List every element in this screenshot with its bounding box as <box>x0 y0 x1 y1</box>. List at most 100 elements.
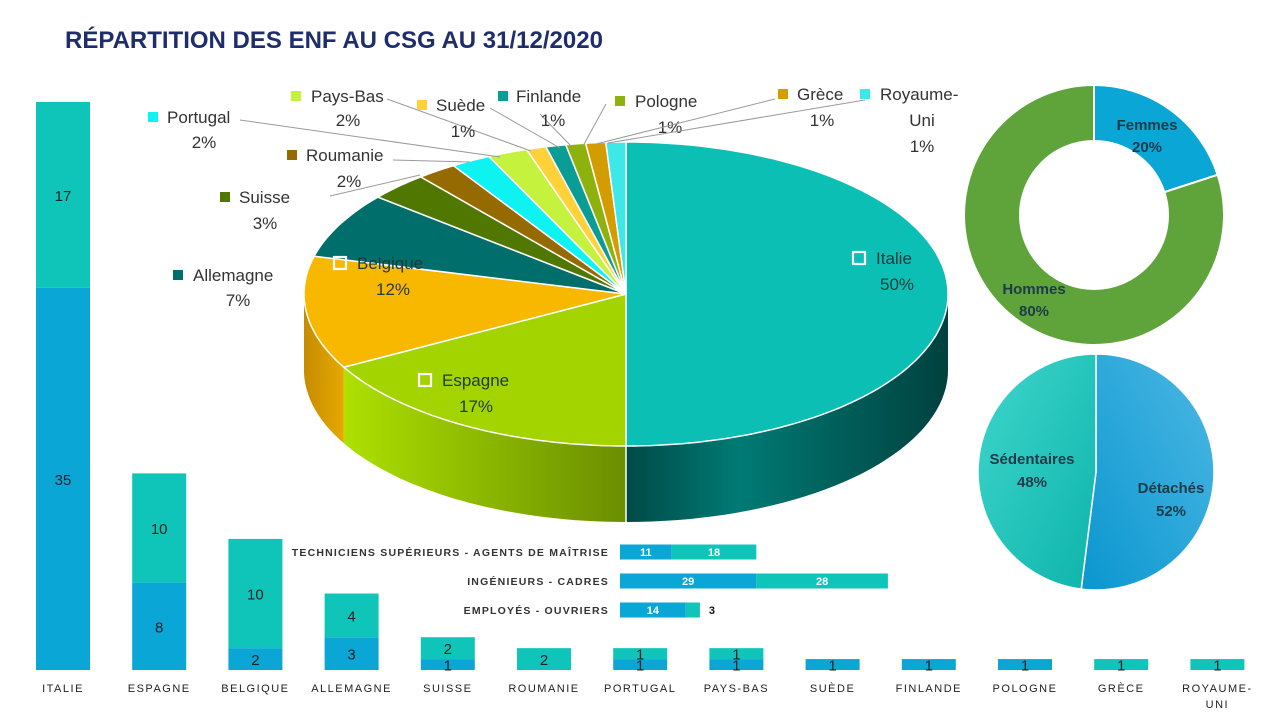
donut-pct-hommes: 80% <box>1019 303 1049 320</box>
hbar-category-label: INGÉNIEURS - CADRES <box>467 575 609 588</box>
bar-grèce-seg1 <box>1094 659 1149 670</box>
bar-value-label: 1 <box>732 658 740 675</box>
pie-legend-marker <box>851 250 867 266</box>
bar-value-label: 1 <box>1117 658 1125 675</box>
hbar-value-label: 14 <box>647 605 660 617</box>
hbar-category-label: EMPLOYÉS - OUVRIERS <box>464 604 609 617</box>
bar-value-label: 1 <box>732 647 740 664</box>
bar-italie-seg0 <box>36 287 90 670</box>
pie-pct-finlande: 1% <box>541 111 566 130</box>
pie-label-suède: Suède <box>436 96 485 115</box>
bar-value-label: 1 <box>925 658 933 675</box>
pie-pct-suisse: 3% <box>253 214 278 233</box>
pie-label-pays-bas: Pays-Bas <box>311 87 384 106</box>
bar-category-label: ITALIE <box>42 683 84 695</box>
hbar-value-label: 11 <box>640 547 652 559</box>
bar-suisse-seg1 <box>420 637 475 660</box>
pie-pct-roumanie: 2% <box>337 172 362 191</box>
bar-value-label: 35 <box>55 472 72 489</box>
pie-label-italie: Italie <box>876 249 912 268</box>
bar-value-label: 4 <box>347 608 355 625</box>
bar-allemagne-seg1 <box>324 593 379 638</box>
pie-legend-swatch <box>291 91 301 101</box>
pie-legend-swatch <box>417 100 427 110</box>
pie-slice-belgique <box>303 255 627 369</box>
bar-suisse-seg0 <box>420 659 475 670</box>
bar-category-label: SUÈDE <box>810 682 855 695</box>
bar-value-label: 1 <box>828 658 836 675</box>
pie-slice-suisse <box>376 176 627 295</box>
donut-label-hommes: Hommes <box>1002 281 1065 298</box>
bar-category-label: UNI <box>1206 699 1229 711</box>
status-label-détachés: Détachés <box>1138 480 1205 497</box>
bar-suède-seg0 <box>805 659 860 670</box>
pie-slice-roumanie <box>418 164 627 295</box>
pie-leader-line <box>539 113 572 147</box>
hbar-value-label: 3 <box>709 605 715 617</box>
pie-label-grèce: Grèce <box>797 85 843 104</box>
hbar-seg-2-1 <box>685 602 700 618</box>
pie-label-finlande: Finlande <box>516 87 581 106</box>
pie-side-belgique <box>304 294 344 444</box>
bar-belgique-seg1 <box>228 538 283 649</box>
pie-pct-belgique: 12% <box>376 280 410 299</box>
pie-pct-royaume-uni: 1% <box>910 137 935 156</box>
status-pct-sédentaires: 48% <box>1017 474 1047 491</box>
hbar-seg-0-0 <box>620 544 672 560</box>
pie-pct-portugal: 2% <box>192 133 217 152</box>
page-title: RÉPARTITION DES ENF AU CSG AU 31/12/2020 <box>65 26 603 54</box>
bar-value-label: 10 <box>247 587 264 604</box>
pie-pct-espagne: 17% <box>459 397 493 416</box>
bar-category-label: ROYAUME- <box>1182 683 1252 695</box>
pie-legend-swatch <box>220 192 230 202</box>
pie-label-royaume-uni-2: Uni <box>909 111 935 130</box>
bar-category-label: ALLEMAGNE <box>311 683 392 695</box>
pie-legend-swatch <box>778 89 788 99</box>
bar-value-label: 1 <box>636 647 644 664</box>
bar-category-label: GRÈCE <box>1098 682 1145 695</box>
bar-italie-seg1 <box>36 102 90 288</box>
bar-espagne-seg1 <box>132 473 187 583</box>
pie-label-royaume-uni: Royaume- <box>880 85 958 104</box>
pie-leader-line <box>489 107 561 149</box>
status-slice-détachés <box>1080 353 1215 591</box>
pie-leader-line <box>607 99 866 144</box>
bar-category-label: ESPAGNE <box>128 683 191 695</box>
status-label-sédentaires: Sédentaires <box>989 451 1074 468</box>
bar-roumanie-seg1 <box>517 648 571 670</box>
pie-side-italie <box>626 294 948 522</box>
hbar-seg-1-0 <box>620 573 757 589</box>
pie-leader-line <box>595 98 776 145</box>
bar-pays-bas-seg0 <box>709 659 764 670</box>
pie-leader-line <box>239 119 501 158</box>
pie-pct-allemagne: 7% <box>226 291 251 310</box>
pie-legend-marker <box>332 255 348 271</box>
category-hbar-chart: TECHNICIENS SUPÉRIEURS - AGENTS DE MAÎTR… <box>292 544 888 618</box>
hbar-value-label: 18 <box>708 547 720 559</box>
bar-value-label: 1 <box>1213 658 1221 675</box>
bar-espagne-seg0 <box>132 582 187 670</box>
pie-legend-marker <box>417 372 433 388</box>
hbar-seg-0-1 <box>671 544 757 560</box>
pie-pct-grèce: 1% <box>810 111 835 130</box>
bar-category-label: FINLANDE <box>896 683 962 695</box>
pie-legend-swatch <box>287 150 297 160</box>
pie-label-roumanie: Roumanie <box>306 146 384 165</box>
bar-value-label: 3 <box>347 647 355 664</box>
pie-leader-line <box>329 174 421 197</box>
bar-value-label: 10 <box>151 521 168 538</box>
bar-value-label: 1 <box>636 658 644 675</box>
bar-category-label: PORTUGAL <box>604 683 676 695</box>
bar-portugal-seg0 <box>613 659 668 670</box>
donut-slice-hommes <box>963 83 1225 346</box>
bar-value-label: 2 <box>540 652 548 669</box>
pie-legend-swatch <box>173 270 183 280</box>
bar-category-label: ROUMANIE <box>508 683 579 695</box>
hbar-category-label: TECHNICIENS SUPÉRIEURS - AGENTS DE MAÎTR… <box>292 546 609 559</box>
bar-value-label: 8 <box>155 619 163 636</box>
pie-legend-swatch <box>860 89 870 99</box>
bar-value-label: 2 <box>444 641 452 658</box>
status-pie-chart: Détachés 52% Sédentaires 48% <box>977 353 1215 591</box>
pie-legend-swatch <box>615 96 625 106</box>
